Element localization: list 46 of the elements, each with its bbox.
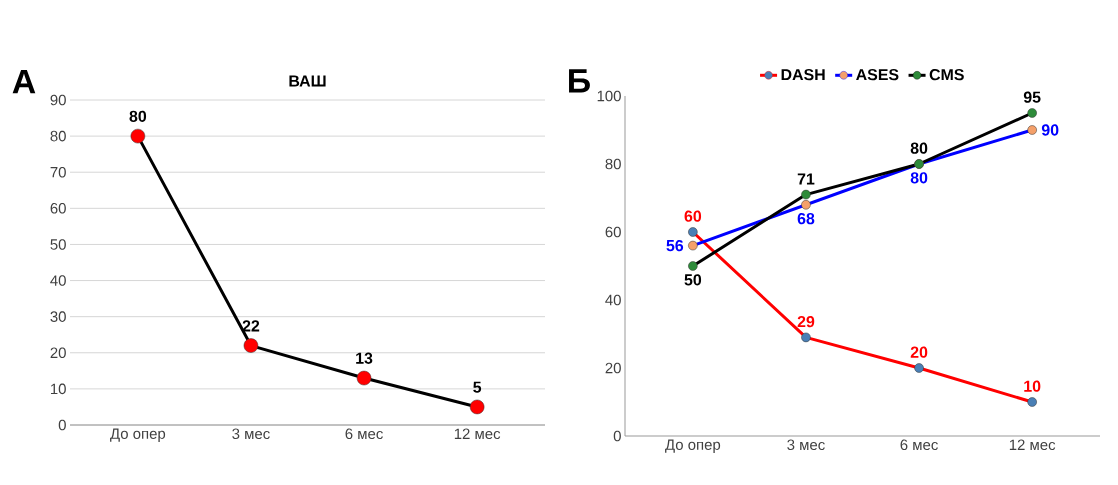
x-tick-label: 12 мес <box>1009 439 1056 451</box>
y-tick-label: 80 <box>50 130 66 142</box>
legend-label: DASH <box>781 68 825 81</box>
x-tick-label: 6 мес <box>900 439 938 451</box>
data-label: 68 <box>797 212 815 225</box>
y-tick-label: 40 <box>605 294 621 306</box>
x-tick-label: 6 мес <box>345 428 383 440</box>
data-label: 90 <box>1041 124 1059 136</box>
x-tick-label: До опер <box>665 439 721 453</box>
data-label: 20 <box>910 346 928 358</box>
y-tick-label: 90 <box>50 94 66 106</box>
y-tick-label: 60 <box>50 203 66 214</box>
legend-label: ASES <box>856 68 899 81</box>
data-label: 10 <box>1024 380 1041 392</box>
data-label: 95 <box>1023 91 1041 103</box>
y-tick-label: 20 <box>605 362 621 374</box>
data-label: 80 <box>129 110 147 122</box>
y-tick-label: 30 <box>50 311 66 322</box>
x-tick-label: 12 мес <box>454 428 501 440</box>
y-tick-label: 80 <box>605 158 621 170</box>
y-tick-label: 20 <box>50 347 66 359</box>
x-tick-label: 3 мес <box>232 428 270 440</box>
data-label: 22 <box>242 320 260 332</box>
data-label: 5 <box>473 381 482 393</box>
y-tick-label: 0 <box>613 430 621 442</box>
text: А <box>12 69 36 94</box>
data-label: 80 <box>910 142 928 154</box>
y-tick-label: 10 <box>51 383 66 395</box>
x-tick-label: До опер <box>110 428 166 442</box>
x-tick-label: 3 мес <box>787 439 825 451</box>
y-tick-label: 50 <box>50 239 66 250</box>
data-label: 50 <box>684 274 702 286</box>
y-tick-label: 100 <box>597 90 621 102</box>
y-tick-label: 0 <box>58 419 66 431</box>
y-tick-label: 40 <box>50 275 66 286</box>
text: Б <box>569 69 590 93</box>
y-tick-label: 70 <box>50 166 66 178</box>
data-label: 29 <box>797 315 815 328</box>
data-label: 13 <box>356 352 373 364</box>
data-label: 80 <box>910 172 928 184</box>
legend-label: CMS <box>929 68 964 81</box>
y-tick-label: 60 <box>605 226 621 238</box>
data-label: 71 <box>797 173 815 185</box>
data-label: 56 <box>666 239 684 252</box>
chart-title: ВАШ <box>289 75 326 87</box>
data-label: 60 <box>684 210 702 222</box>
